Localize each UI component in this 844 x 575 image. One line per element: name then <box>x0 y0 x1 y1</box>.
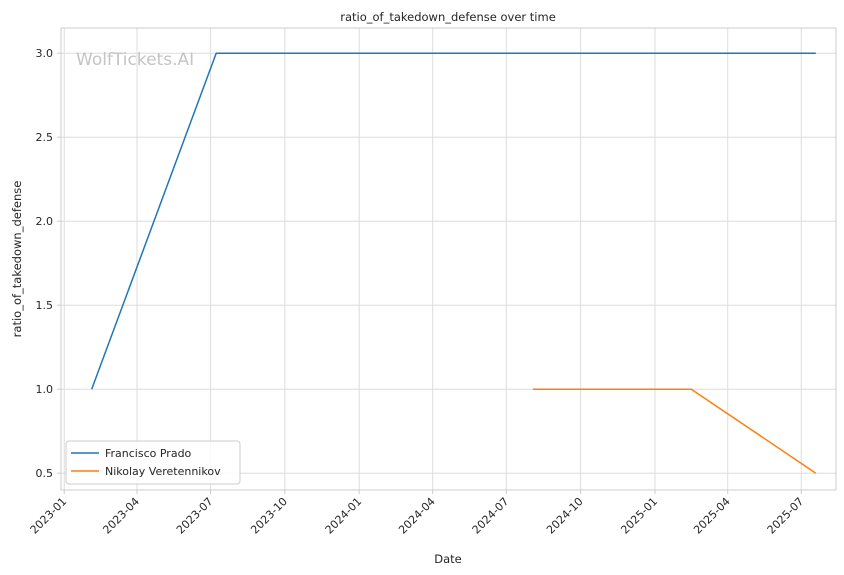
legend-label-nikolay-veretennikov: Nikolay Veretennikov <box>105 465 221 478</box>
y-axis-title: ratio_of_takedown_defense <box>10 181 24 338</box>
plot-frame <box>60 27 837 491</box>
watermark: WolfTickets.AI <box>76 50 194 70</box>
chart-title: ratio_of_takedown_defense over time <box>340 10 556 24</box>
legend-box <box>65 440 241 485</box>
y-axis: 0.5 1.0 1.5 2.0 2.5 3.0 <box>36 47 61 480</box>
x-axis-title: Date <box>434 552 462 566</box>
series-line-nikolay-veretennikov <box>532 388 817 474</box>
y-tick-label: 3.0 <box>36 47 54 60</box>
series-line-francisco-prado <box>90 52 816 390</box>
y-tick-label: 1.5 <box>36 299 54 312</box>
y-tick-label: 2.5 <box>36 131 54 144</box>
y-tick-label: 1.0 <box>36 383 54 396</box>
y-tick-label: 0.5 <box>36 467 54 480</box>
legend-label-francisco-prado: Francisco Prado <box>105 447 192 460</box>
y-tick-label: 2.0 <box>36 215 54 228</box>
series-lines <box>90 52 817 474</box>
legend: Francisco Prado Nikolay Veretennikov <box>65 440 241 485</box>
